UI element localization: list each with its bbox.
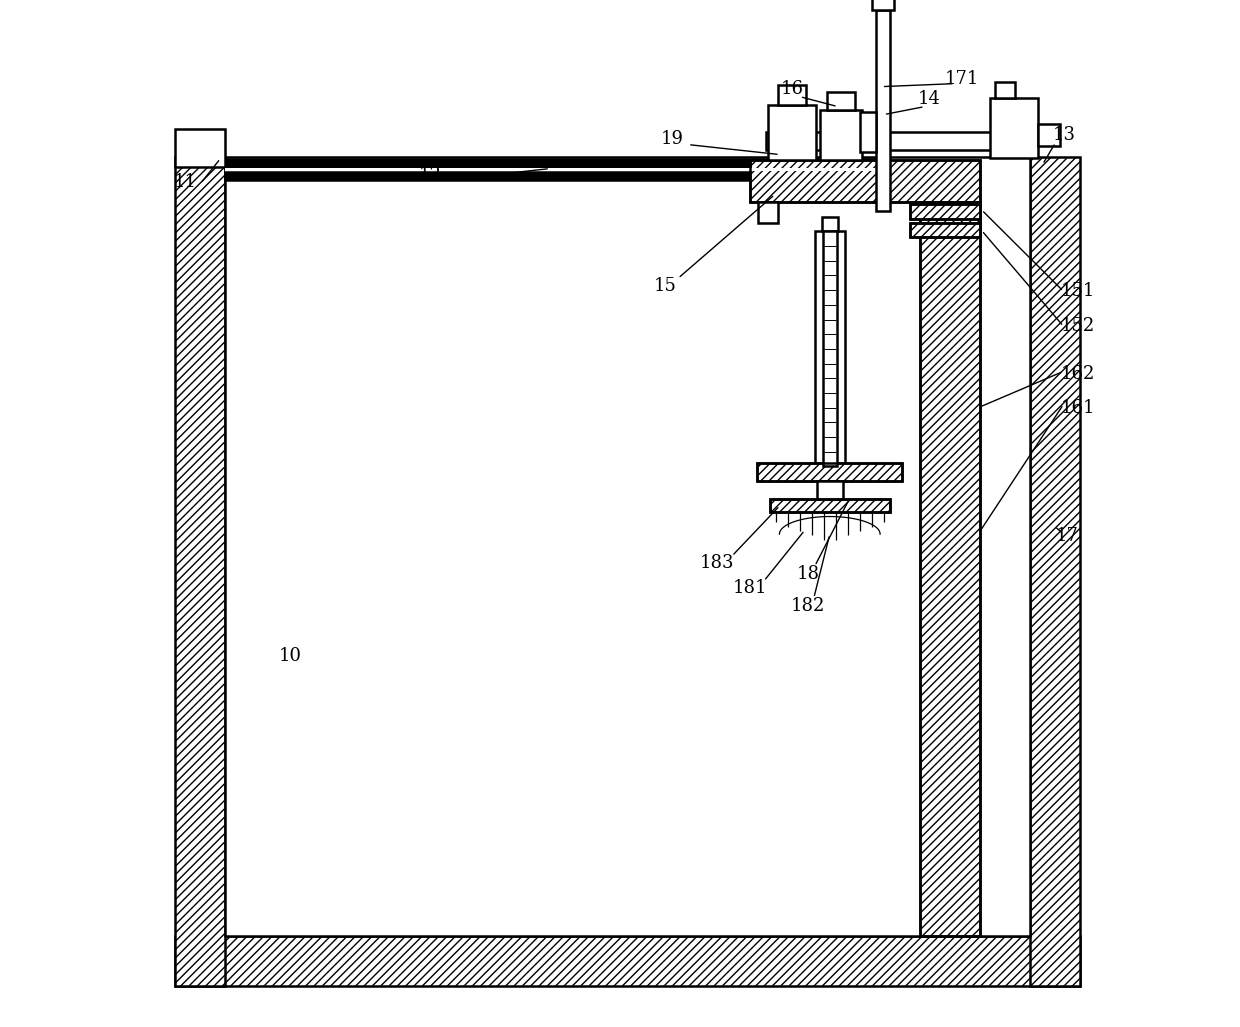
Text: 16: 16	[780, 80, 804, 98]
Bar	[226, 158, 884, 166]
Bar	[815, 231, 844, 466]
Bar	[758, 463, 903, 482]
Text: 171: 171	[945, 70, 978, 87]
Text: 182: 182	[791, 597, 825, 615]
Text: 12: 12	[419, 165, 441, 184]
Bar	[176, 936, 1080, 986]
Bar	[827, 91, 854, 110]
Bar	[994, 81, 1014, 98]
Bar	[176, 128, 226, 166]
Bar	[750, 159, 980, 201]
Text: 183: 183	[699, 555, 734, 572]
Text: 19: 19	[661, 129, 683, 148]
Text: 152: 152	[1060, 317, 1095, 336]
Bar	[872, 0, 894, 9]
Bar	[770, 499, 890, 512]
Bar	[920, 201, 980, 936]
Bar	[750, 159, 980, 201]
Bar	[1029, 156, 1080, 986]
Bar	[990, 98, 1038, 157]
Bar	[758, 201, 777, 224]
Bar	[777, 84, 806, 105]
Bar	[770, 499, 890, 512]
Bar	[910, 224, 980, 237]
Text: 161: 161	[1060, 400, 1095, 417]
Bar	[226, 167, 884, 170]
Text: 13: 13	[1053, 125, 1076, 144]
Bar	[875, 9, 890, 212]
Text: 11: 11	[174, 173, 197, 191]
Bar	[823, 231, 837, 466]
Text: 10: 10	[279, 647, 301, 665]
Text: 151: 151	[1060, 282, 1095, 301]
Bar	[176, 156, 226, 986]
Bar	[1038, 123, 1059, 146]
Bar	[822, 218, 838, 231]
Bar	[820, 110, 862, 159]
Bar	[758, 463, 903, 482]
Text: 18: 18	[796, 565, 820, 583]
Bar	[859, 112, 875, 152]
Text: 181: 181	[733, 579, 768, 597]
Bar	[910, 203, 980, 220]
Bar	[910, 203, 980, 220]
Text: 17: 17	[1056, 527, 1079, 545]
Bar	[768, 105, 816, 159]
Bar	[817, 482, 843, 499]
Text: 162: 162	[1060, 366, 1095, 383]
Bar	[226, 156, 1029, 936]
Bar	[226, 172, 884, 180]
Bar	[910, 224, 980, 237]
Bar	[766, 131, 1029, 150]
Bar	[920, 201, 980, 936]
Text: 14: 14	[919, 89, 941, 108]
Text: 15: 15	[653, 277, 676, 296]
